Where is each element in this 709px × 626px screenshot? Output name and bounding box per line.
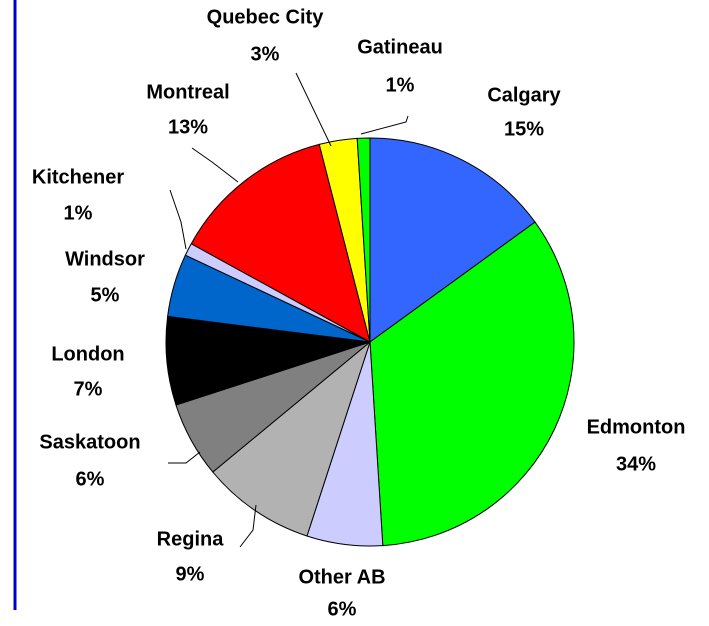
slice-label: Edmonton [587, 416, 686, 438]
slice-label: Calgary [487, 84, 561, 106]
slice-value-label: 34% [616, 453, 656, 475]
slice-label: Montreal [146, 81, 229, 103]
pie-slice [190, 143, 371, 343]
leader-line [239, 504, 257, 548]
pie-slice [356, 137, 371, 343]
slice-value-label: 9% [176, 563, 205, 585]
slice-label: Regina [157, 528, 225, 550]
slice-value-label: 13% [168, 116, 208, 138]
slice-label: Saskatoon [39, 431, 140, 453]
leader-line [169, 189, 187, 250]
slice-label: Quebec City [207, 6, 325, 28]
leader-line [191, 147, 239, 183]
leader-line [295, 72, 332, 147]
slice-label: Kitchener [32, 166, 124, 188]
slice-value-label: 3% [251, 43, 280, 65]
slice-value-label: 6% [76, 468, 105, 490]
slice-value-label: 5% [91, 284, 120, 306]
slice-label: Other AB [298, 566, 385, 588]
pie-slice [369, 221, 575, 547]
slice-value-label: 15% [504, 118, 544, 140]
slice-label: London [51, 343, 124, 365]
leader-line [168, 451, 201, 464]
pie-slice [369, 137, 536, 343]
slice-label: Gatineau [357, 36, 443, 58]
slice-value-label: 6% [328, 598, 357, 620]
slice-label: Windsor [65, 248, 145, 270]
slice-value-label: 7% [74, 378, 103, 400]
leader-line [360, 115, 409, 135]
slice-value-label: 1% [64, 202, 93, 224]
slice-value-label: 1% [386, 74, 415, 96]
